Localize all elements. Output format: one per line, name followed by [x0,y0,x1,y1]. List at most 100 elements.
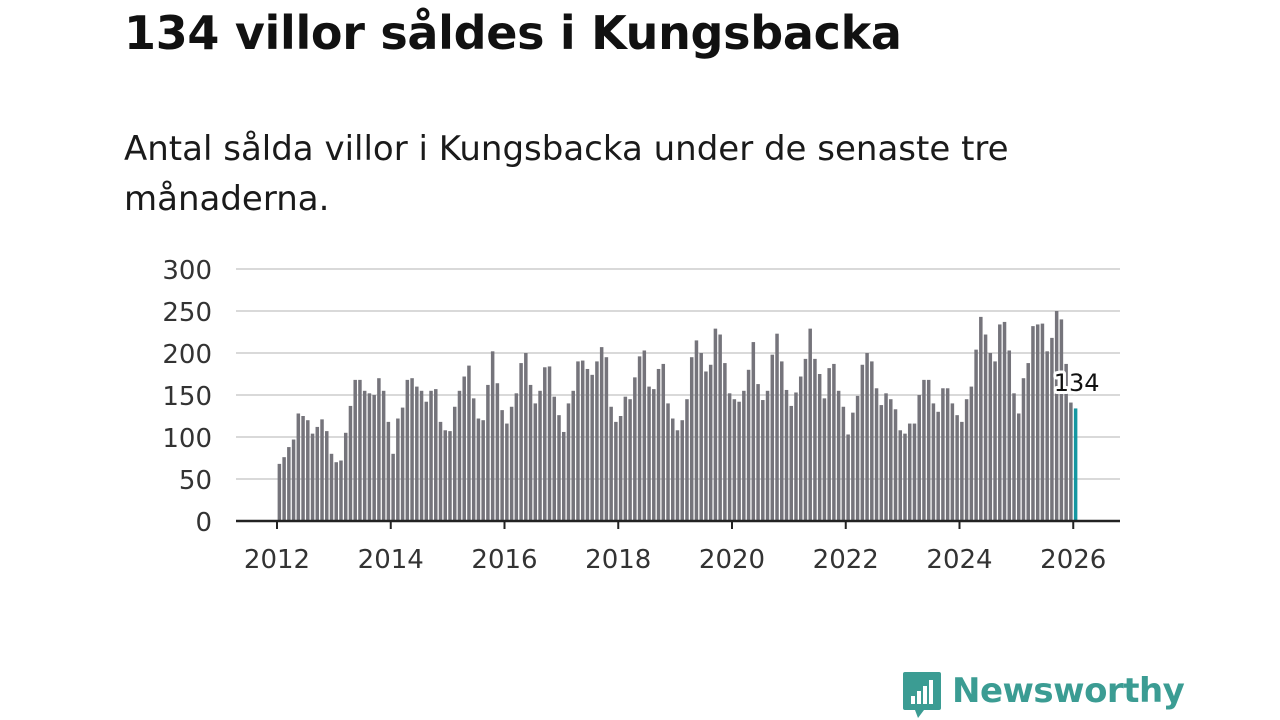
x-tick-label: 2012 [244,545,310,575]
bar [1016,413,1021,521]
bar [424,401,429,521]
bar [1050,337,1054,521]
bar [798,376,803,521]
bar [822,398,827,521]
bar [415,386,419,521]
highlight-value-label: 134 [1054,369,1100,397]
bar [609,406,613,521]
bar [505,423,509,521]
bar [287,447,291,521]
bar [647,386,651,521]
bar [732,399,737,521]
bar [334,462,338,521]
bar [983,334,988,521]
bar [462,376,466,521]
bar [950,403,955,521]
x-tick-label: 2024 [926,545,992,575]
bar [827,368,831,521]
bar [566,403,571,521]
bar [865,353,869,521]
bar [405,379,410,521]
bar [381,390,386,521]
bar [689,357,694,521]
bar [770,354,775,521]
bar [585,368,590,521]
bar [642,350,647,521]
bar [836,390,841,521]
bar [1007,350,1012,521]
bar [438,421,443,521]
bar [974,349,978,521]
bar [889,399,893,521]
bar [813,358,817,521]
bar [671,418,675,521]
bar [917,395,921,521]
bar [846,434,850,521]
bar [945,388,950,521]
bar [1045,351,1049,521]
bar [718,334,722,521]
bar [1012,393,1016,521]
bar [400,407,405,521]
bar [367,393,372,521]
bar [495,383,500,521]
y-tick-label: 250 [162,298,212,328]
bar [524,353,528,521]
bar [325,431,329,521]
bar [372,395,376,521]
bar [633,377,637,521]
bar [514,393,519,521]
bar [656,368,661,521]
bar [353,379,357,521]
bar [557,415,561,521]
bar [571,390,575,521]
bar [1026,363,1030,521]
bar [784,389,789,521]
x-tick-label: 2026 [1040,545,1106,575]
bar [637,356,642,521]
bar [320,419,324,521]
bar [874,388,879,521]
bar [860,364,865,521]
bar [386,421,391,521]
bar [339,460,343,521]
bar [1064,363,1068,521]
bar [590,374,594,521]
bar [870,361,874,521]
bar [803,358,808,521]
bar [708,364,713,521]
y-tick-label: 200 [162,340,212,370]
bar [789,405,793,521]
bar [623,396,628,521]
bar [884,393,888,521]
y-tick-label: 50 [179,466,212,496]
bar [448,431,452,521]
bar [661,363,666,521]
bar [969,386,974,521]
bar [756,384,760,521]
bar [723,363,727,521]
y-tick-label: 150 [162,382,212,412]
bar [794,392,798,521]
bar [306,420,310,521]
bar [576,361,580,521]
bar [855,395,860,521]
bar [841,406,846,521]
bar [614,421,618,521]
bar-chart-speech-bubble-icon [903,672,941,718]
axes [236,519,1120,529]
bar [941,388,945,521]
bar [343,432,348,521]
bar [533,403,538,521]
x-tick-label: 2014 [358,545,424,575]
bar [955,415,959,521]
bar [922,379,926,521]
bar [998,324,1002,521]
bar [443,430,448,521]
bar [315,426,320,521]
bar [362,390,367,521]
x-tick-label: 2018 [585,545,651,575]
bar [599,347,604,521]
y-tick-label: 100 [162,424,212,454]
